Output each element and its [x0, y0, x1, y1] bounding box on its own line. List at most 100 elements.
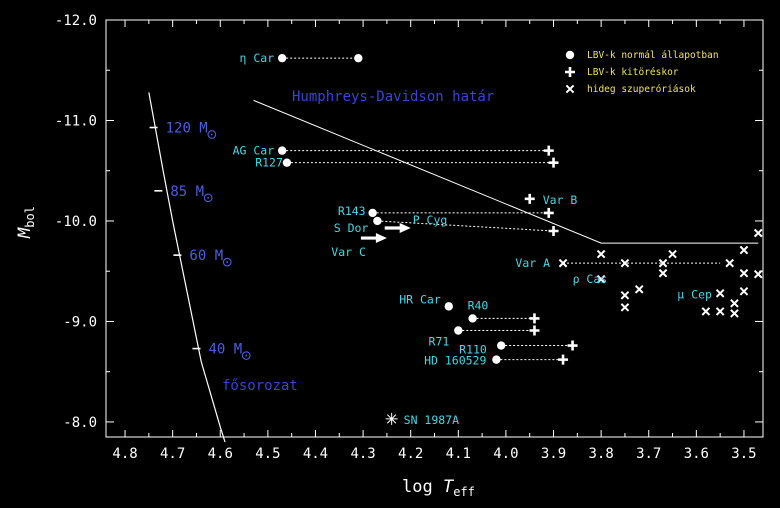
- lbv-arrow: [360, 233, 387, 244]
- sun-symbol-dot: [245, 354, 248, 357]
- y-tick-label: -12.0: [55, 13, 97, 29]
- mass-label: 85 M: [170, 184, 204, 200]
- y-tick-label: -8.0: [63, 415, 97, 431]
- lbv-quiescent-marker: [368, 208, 377, 218]
- supergiant-marker: [715, 289, 725, 298]
- supergiant-label: μ Cep: [677, 287, 712, 301]
- supergiant-marker: [701, 307, 711, 316]
- main-sequence-label: fősorozat: [222, 378, 298, 394]
- supergiant-marker: [730, 309, 739, 318]
- lbv-arrow: [384, 222, 411, 233]
- sun-symbol: [241, 351, 251, 360]
- y-axis-title-sub: bol: [23, 206, 37, 228]
- lbv-star-label: P Cyg: [413, 213, 448, 227]
- sun-symbol-dot: [226, 261, 229, 264]
- lbv-quiescent-marker: [496, 341, 506, 350]
- legend-cross-marker: [565, 84, 575, 94]
- x-tick-label: 4.7: [160, 446, 185, 462]
- supergiant-marker: [739, 245, 749, 255]
- lbv-star-label: Var A: [515, 256, 550, 270]
- lbv-star-label: AG Car: [233, 144, 275, 158]
- supergiant-marker: [620, 258, 630, 268]
- supergiant-marker: [753, 228, 763, 238]
- y-axis-title-var: M: [15, 227, 35, 239]
- y-tick-label: -11.0: [55, 113, 97, 129]
- lbv-eruption-marker: [354, 53, 363, 63]
- x-tick-label: 4.0: [493, 446, 518, 462]
- hd-limit-line: [253, 99, 759, 244]
- supergiant-marker: [739, 286, 749, 296]
- x-axis-title: log Teff: [402, 477, 475, 499]
- x-tick-label: 3.6: [684, 446, 709, 462]
- x-axis-title-var: T: [443, 477, 455, 497]
- y-axis-title: Mbol: [15, 206, 37, 239]
- x-tick-label: 3.9: [541, 446, 566, 462]
- mass-label: 60 M: [189, 248, 223, 264]
- x-tick-label: 3.5: [731, 446, 756, 462]
- lbv-quiescent-marker: [468, 314, 477, 323]
- sun-symbol-dot: [210, 133, 213, 136]
- lbv-star-label: R127: [255, 156, 283, 170]
- lbv-star-label: HR Car: [399, 292, 441, 306]
- lbv-star-label: Var C: [331, 245, 366, 259]
- y-tick-label: -10.0: [55, 214, 97, 230]
- mass-label: 40 M: [208, 342, 242, 358]
- x-axis-title-sub: eff: [453, 485, 475, 499]
- lbv-star-label: R110: [459, 343, 487, 357]
- lbv-quiescent-marker: [444, 302, 453, 311]
- supergiant-marker: [658, 268, 668, 278]
- lbv-eruption-marker: [543, 145, 554, 156]
- lbv-eruption-marker: [548, 226, 559, 237]
- lbv-star-label: R143: [338, 204, 366, 218]
- x-tick-label: 4.5: [255, 446, 280, 462]
- supernova-label: SN 1987A: [404, 413, 459, 427]
- y-tick-label: -9.0: [63, 314, 97, 330]
- lbv-eruption-marker: [548, 157, 559, 168]
- mass-label: 120 M: [166, 121, 208, 137]
- x-tick-label: 4.8: [112, 446, 137, 462]
- supergiant-marker: [753, 269, 763, 279]
- lbv-quiescent-marker: [277, 53, 287, 63]
- sun-symbol: [203, 193, 213, 203]
- lbv-star-label: Var B: [543, 193, 578, 207]
- legend-entry-label: hideg szuperóriások: [587, 84, 696, 95]
- lbv-quiescent-marker: [373, 216, 382, 226]
- x-tick-label: 4.3: [350, 446, 375, 462]
- sun-symbol: [207, 130, 217, 139]
- supergiant-label: ρ Cas: [573, 272, 608, 286]
- lbv-eruption-marker: [529, 313, 540, 324]
- lbv-star-label: R71: [429, 334, 450, 348]
- sun-symbol-dot: [207, 196, 210, 199]
- legend-entry-label: LBV-k kitöréskor: [587, 67, 679, 78]
- sun-symbol: [222, 257, 232, 267]
- lbv-eruption-marker: [524, 193, 535, 204]
- supergiant-marker: [658, 258, 668, 268]
- x-axis-title-prefix: log: [402, 477, 443, 497]
- lbv-quiescent-marker: [454, 326, 463, 335]
- legend-circle-marker: [565, 50, 575, 60]
- lbv-eruption-marker: [567, 340, 578, 351]
- supergiant-marker: [620, 291, 630, 300]
- lbv-connector: [377, 220, 554, 232]
- supergiant-marker: [558, 258, 568, 268]
- supergiant-marker: [596, 274, 606, 284]
- lbv-star-label: S Dor: [334, 221, 369, 235]
- supergiant-marker: [596, 249, 606, 259]
- x-tick-label: 4.4: [303, 446, 328, 462]
- supergiant-marker: [620, 303, 630, 312]
- lbv-quiescent-marker: [492, 355, 501, 364]
- hd-limit-label: Humphreys-Davidson határ: [292, 89, 494, 105]
- supergiant-marker: [715, 307, 725, 316]
- lbv-star-label: R40: [468, 298, 489, 312]
- main-sequence-line: [148, 92, 226, 443]
- lbv-star-label: HD 160529: [424, 354, 486, 368]
- lbv-eruption-marker: [543, 207, 554, 218]
- x-tick-label: 3.7: [636, 446, 661, 462]
- lbv-star-label: η Car: [240, 51, 275, 65]
- x-tick-label: 4.2: [398, 446, 423, 462]
- legend-entry-label: LBV-k normál állapotban: [587, 50, 719, 61]
- supergiant-marker: [739, 268, 749, 278]
- x-tick-label: 4.1: [446, 446, 471, 462]
- supernova-marker: [385, 412, 398, 425]
